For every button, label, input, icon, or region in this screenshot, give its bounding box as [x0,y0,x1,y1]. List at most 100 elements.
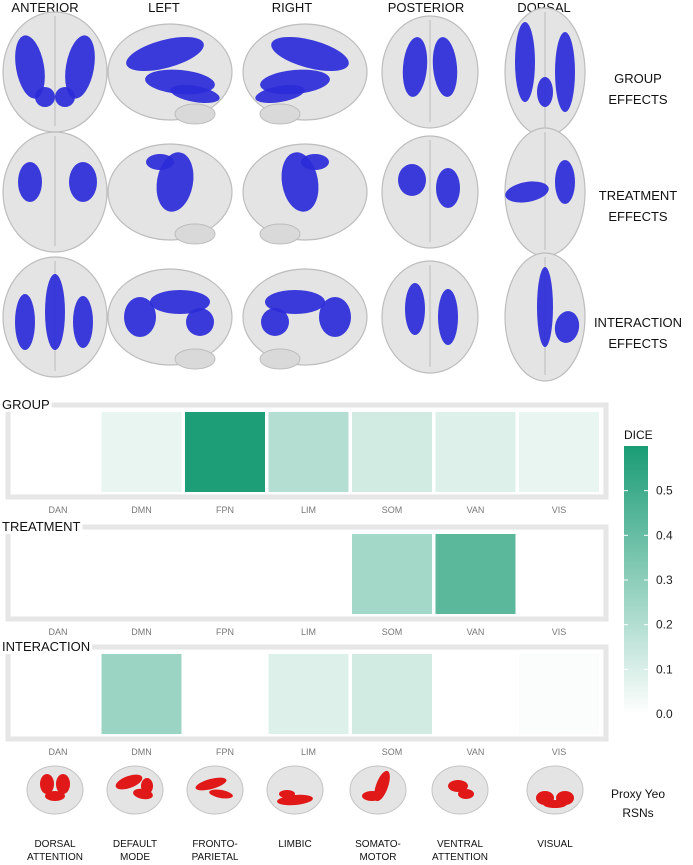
tick-label-vis: VIS [552,747,567,757]
row-label-group-line1: GROUP [614,71,662,86]
brain-treatment-right [242,143,368,245]
visual-brain-icon [526,765,584,815]
rsn-label-line1: FRONTO- [192,839,238,850]
brain-treatment-left [107,143,233,245]
tick-label-fpn: FPN [216,627,234,637]
brain-treatment-anterior [2,131,108,253]
rsn-label: LIMBIC [255,838,335,851]
rsn-label-line2: MOTOR [359,852,397,863]
rsn-label-line2: ATTENTION [27,852,83,863]
heatmap-cell-fpn [185,412,265,492]
tick-label-dan: DAN [48,627,67,637]
row-label-group: GROUP EFFECTS [583,68,693,110]
rsn-label: VENTRAL ATTENTION [420,838,500,864]
tick-label-van: VAN [467,505,485,515]
rsn-label-line1: VISUAL [537,839,573,850]
heatmap-cell-dmn [101,412,182,492]
heatmap-cell-som [352,654,432,734]
heatmap-cell-vis [519,654,599,734]
tick-label-dmn: DMN [131,747,152,757]
brain-interaction-posterior [381,260,479,374]
dice-heatmap: GROUP DAN DMN FPN LIM SOM VAN VIS TREATMENT DAN DM… [1,397,673,757]
row-label-treatment: TREATMENT EFFECTS [583,185,693,227]
rsn-caption-line1: Proxy Yeo [610,787,666,801]
heatmap-cell-van [435,412,516,492]
brain-group-dorsal [504,7,586,137]
panel-title: INTERACTION [2,639,90,654]
tick-label-lim: LIM [301,747,316,757]
heatmap-cell-lim [268,412,349,492]
tick-label-van: VAN [467,747,485,757]
rsn-label-line2: MODE [120,852,150,863]
rsn-label: DEFAULT MODE [95,838,175,864]
tick-label-dmn: DMN [131,505,152,515]
heatmap-panel-interaction: INTERACTION DAN DMN FPN LIM SOM VAN VIS [1,639,609,757]
tick-label-dan: DAN [48,505,67,515]
rsn-caption-line2: RSNs [622,806,654,820]
view-label-anterior: ANTERIOR [11,0,79,15]
panel-border [5,524,609,622]
rsn-label-line1: SOMATO- [355,839,401,850]
default-mode-brain-icon [106,765,164,815]
legend-tick-label: 0.2 [656,618,673,632]
ventral-attention-brain-icon [431,765,489,815]
fronto-parietal-brain-icon [186,765,244,815]
heatmap-cell-vis [519,412,599,492]
heatmap-panel-group: GROUP DAN DMN FPN LIM SOM VAN VIS [1,397,609,515]
rsn-label-line1: DORSAL [34,839,76,850]
dice-legend: DICE 0.5 0.4 0.3 0.2 0.1 0.0 [624,428,673,721]
dorsal-attention-brain-icon [26,765,84,815]
tick-label-lim: LIM [301,505,316,515]
row-label-interaction-line1: INTERACTION [593,315,683,330]
legend-tick-label: 0.4 [656,528,673,542]
row-label-treatment-line2: EFFECTS [608,209,668,224]
rsn-label: VISUAL [515,838,595,851]
heatmap-cell-som [352,412,432,492]
heatmap-panel-treatment: TREATMENT DAN DMN FPN LIM SOM VAN VIS [1,519,609,637]
brain-treatment-posterior [381,135,479,249]
tick-label-vis: VIS [552,627,567,637]
brain-interaction-right [242,268,368,370]
tick-label-fpn: FPN [216,505,234,515]
heatmap-cell-dmn [101,654,182,734]
rsn-label-line1: DEFAULT [112,839,158,850]
rsn-label: SOMATO- MOTOR [338,838,418,864]
somato-motor-brain-icon [349,765,407,815]
rsn-label-line2: PARIETAL [191,852,239,863]
heatmap-cell-som [352,534,432,614]
legend-title: DICE [624,428,653,442]
limbic-brain-icon [266,765,324,815]
legend-tick-label: 0.0 [656,707,673,721]
rsn-label-line2: ATTENTION [432,852,488,863]
row-label-interaction: INTERACTION EFFECTS [583,312,693,354]
tick-label-som: SOM [382,505,403,515]
panel-title: TREATMENT [2,519,81,534]
tick-label-som: SOM [382,627,403,637]
tick-label-som: SOM [382,747,403,757]
heatmap-cell-lim [268,654,349,734]
view-label-posterior: POSTERIOR [387,0,465,15]
tick-label-lim: LIM [301,627,316,637]
rsn-caption: Proxy Yeo RSNs [583,785,693,823]
legend-tick-label: 0.1 [656,662,673,676]
legend-tick-label: 0.3 [656,573,673,587]
view-label-right: RIGHT [271,0,313,15]
row-label-group-line2: EFFECTS [608,92,668,107]
brain-interaction-dorsal [504,252,586,382]
brain-interaction-anterior [2,256,108,378]
brain-interaction-left [107,268,233,370]
panel-title: GROUP [2,397,50,412]
tick-label-dmn: DMN [131,627,152,637]
row-label-interaction-line2: EFFECTS [608,336,668,351]
tick-label-vis: VIS [552,505,567,515]
rsn-label-line1: VENTRAL [436,839,484,850]
brain-group-anterior [2,11,108,133]
row-label-treatment-line1: TREATMENT [598,188,678,203]
brain-group-right [242,23,368,125]
tick-label-van: VAN [467,627,485,637]
rsn-label: DORSAL ATTENTION [15,838,95,864]
legend-tick-label: 0.5 [656,484,673,498]
brain-group-posterior [381,15,479,129]
brain-treatment-dorsal [504,127,586,257]
brain-group-left [107,23,233,125]
